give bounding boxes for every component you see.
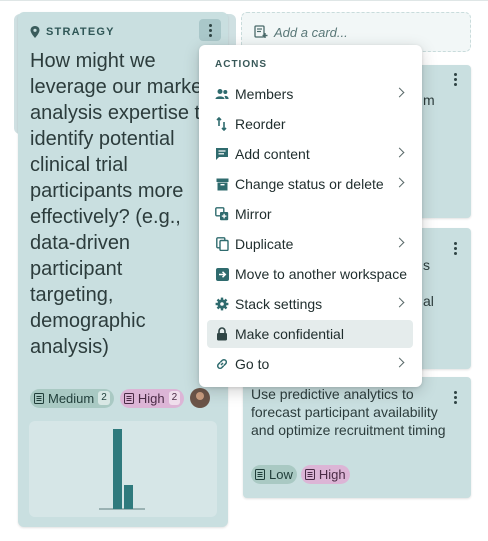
menu-item-reorder[interactable]: Reorder [207, 110, 413, 138]
menu-item-label: Members [235, 86, 294, 102]
menu-item-duplicate[interactable]: Duplicate [207, 230, 413, 258]
menu-item-stack-settings[interactable]: Stack settings [207, 290, 413, 318]
card-text: s al [423, 257, 434, 309]
menu-item-mirror[interactable]: Mirror [207, 200, 413, 228]
menu-item-move[interactable]: Move to another workspace [207, 260, 413, 288]
card-menu-icon[interactable] [454, 73, 457, 86]
list-icon [304, 469, 315, 480]
menu-item-label: Move to another workspace [235, 266, 407, 282]
menu-item-label: Duplicate [235, 236, 294, 252]
list-icon [255, 469, 265, 480]
card-text: Use predictive analytics to forecast par… [251, 386, 446, 438]
menu-item-label: Mirror [235, 206, 272, 222]
menu-item-go-to[interactable]: Go to [207, 350, 413, 378]
tag-low[interactable]: Low [251, 465, 297, 484]
avatar[interactable] [190, 388, 211, 408]
menu-item-label: Go to [235, 356, 270, 372]
card[interactable]: Use predictive analytics to forecast par… [243, 377, 471, 498]
chart-bar [124, 485, 133, 509]
top-divider [0, 0, 488, 1]
mirror-icon [215, 207, 229, 221]
kebab-icon [208, 23, 212, 37]
stack-title: How might we leverage our market analysi… [30, 50, 211, 358]
tag-label: High [318, 467, 346, 482]
stack-tags: Medium 2 High 2 [30, 388, 211, 408]
add-content-icon [215, 147, 229, 161]
menu-item-label: Change status or delete [235, 176, 384, 192]
lock-icon [215, 327, 229, 341]
link-icon [215, 357, 229, 371]
tag-label: Low [269, 467, 293, 482]
stack-label: STRATEGY [46, 26, 115, 38]
mini-chart [29, 421, 217, 517]
menu-item-add-content[interactable]: Add content [207, 140, 413, 168]
card-menu-icon[interactable] [454, 242, 457, 255]
duplicate-icon [215, 237, 229, 251]
add-card-label: Add a card... [274, 24, 348, 40]
stack-header: STRATEGY [30, 26, 115, 38]
chevron-right-icon [394, 237, 405, 248]
tag-count: 2 [168, 391, 181, 405]
card-menu-icon[interactable] [454, 391, 457, 404]
reorder-icon [215, 117, 229, 131]
menu-item-members[interactable]: Members [207, 80, 413, 108]
add-card-icon [254, 25, 268, 38]
tag-medium[interactable]: Medium 2 [30, 388, 114, 408]
members-icon [215, 87, 229, 101]
list-icon [34, 392, 44, 404]
tag-high[interactable]: High [300, 465, 350, 484]
card-text: m [423, 92, 435, 108]
tag-count: 2 [98, 391, 110, 405]
gear-icon [215, 297, 229, 311]
tag-label: High [137, 390, 165, 406]
card-tags: Low High [251, 465, 350, 484]
list-icon [123, 392, 134, 404]
stack-card[interactable]: STRATEGY How might we leverage our marke… [18, 12, 228, 527]
tag-label: Medium [48, 390, 95, 406]
location-pin-icon [30, 26, 40, 38]
menu-item-label: Reorder [235, 116, 286, 132]
chevron-right-icon [394, 357, 405, 368]
menu-item-label: Add content [235, 146, 310, 162]
menu-item-label: Make confidential [235, 326, 344, 342]
actions-menu: ACTIONS Members Reorder Add content Chan… [199, 45, 422, 387]
menu-item-make-confidential[interactable]: Make confidential [207, 320, 413, 348]
menu-item-label: Stack settings [235, 296, 323, 312]
tag-high[interactable]: High 2 [119, 388, 185, 408]
mini-chart-svg [99, 429, 145, 510]
chevron-right-icon [394, 297, 405, 308]
chevron-right-icon [394, 87, 405, 98]
archive-icon [215, 177, 229, 191]
chart-bar [113, 429, 122, 509]
move-icon [215, 267, 229, 281]
chevron-right-icon [394, 147, 405, 158]
menu-title: ACTIONS [215, 59, 267, 70]
stack-menu-button[interactable] [199, 19, 221, 41]
chevron-right-icon [394, 177, 405, 188]
menu-item-change-status[interactable]: Change status or delete [207, 170, 413, 198]
